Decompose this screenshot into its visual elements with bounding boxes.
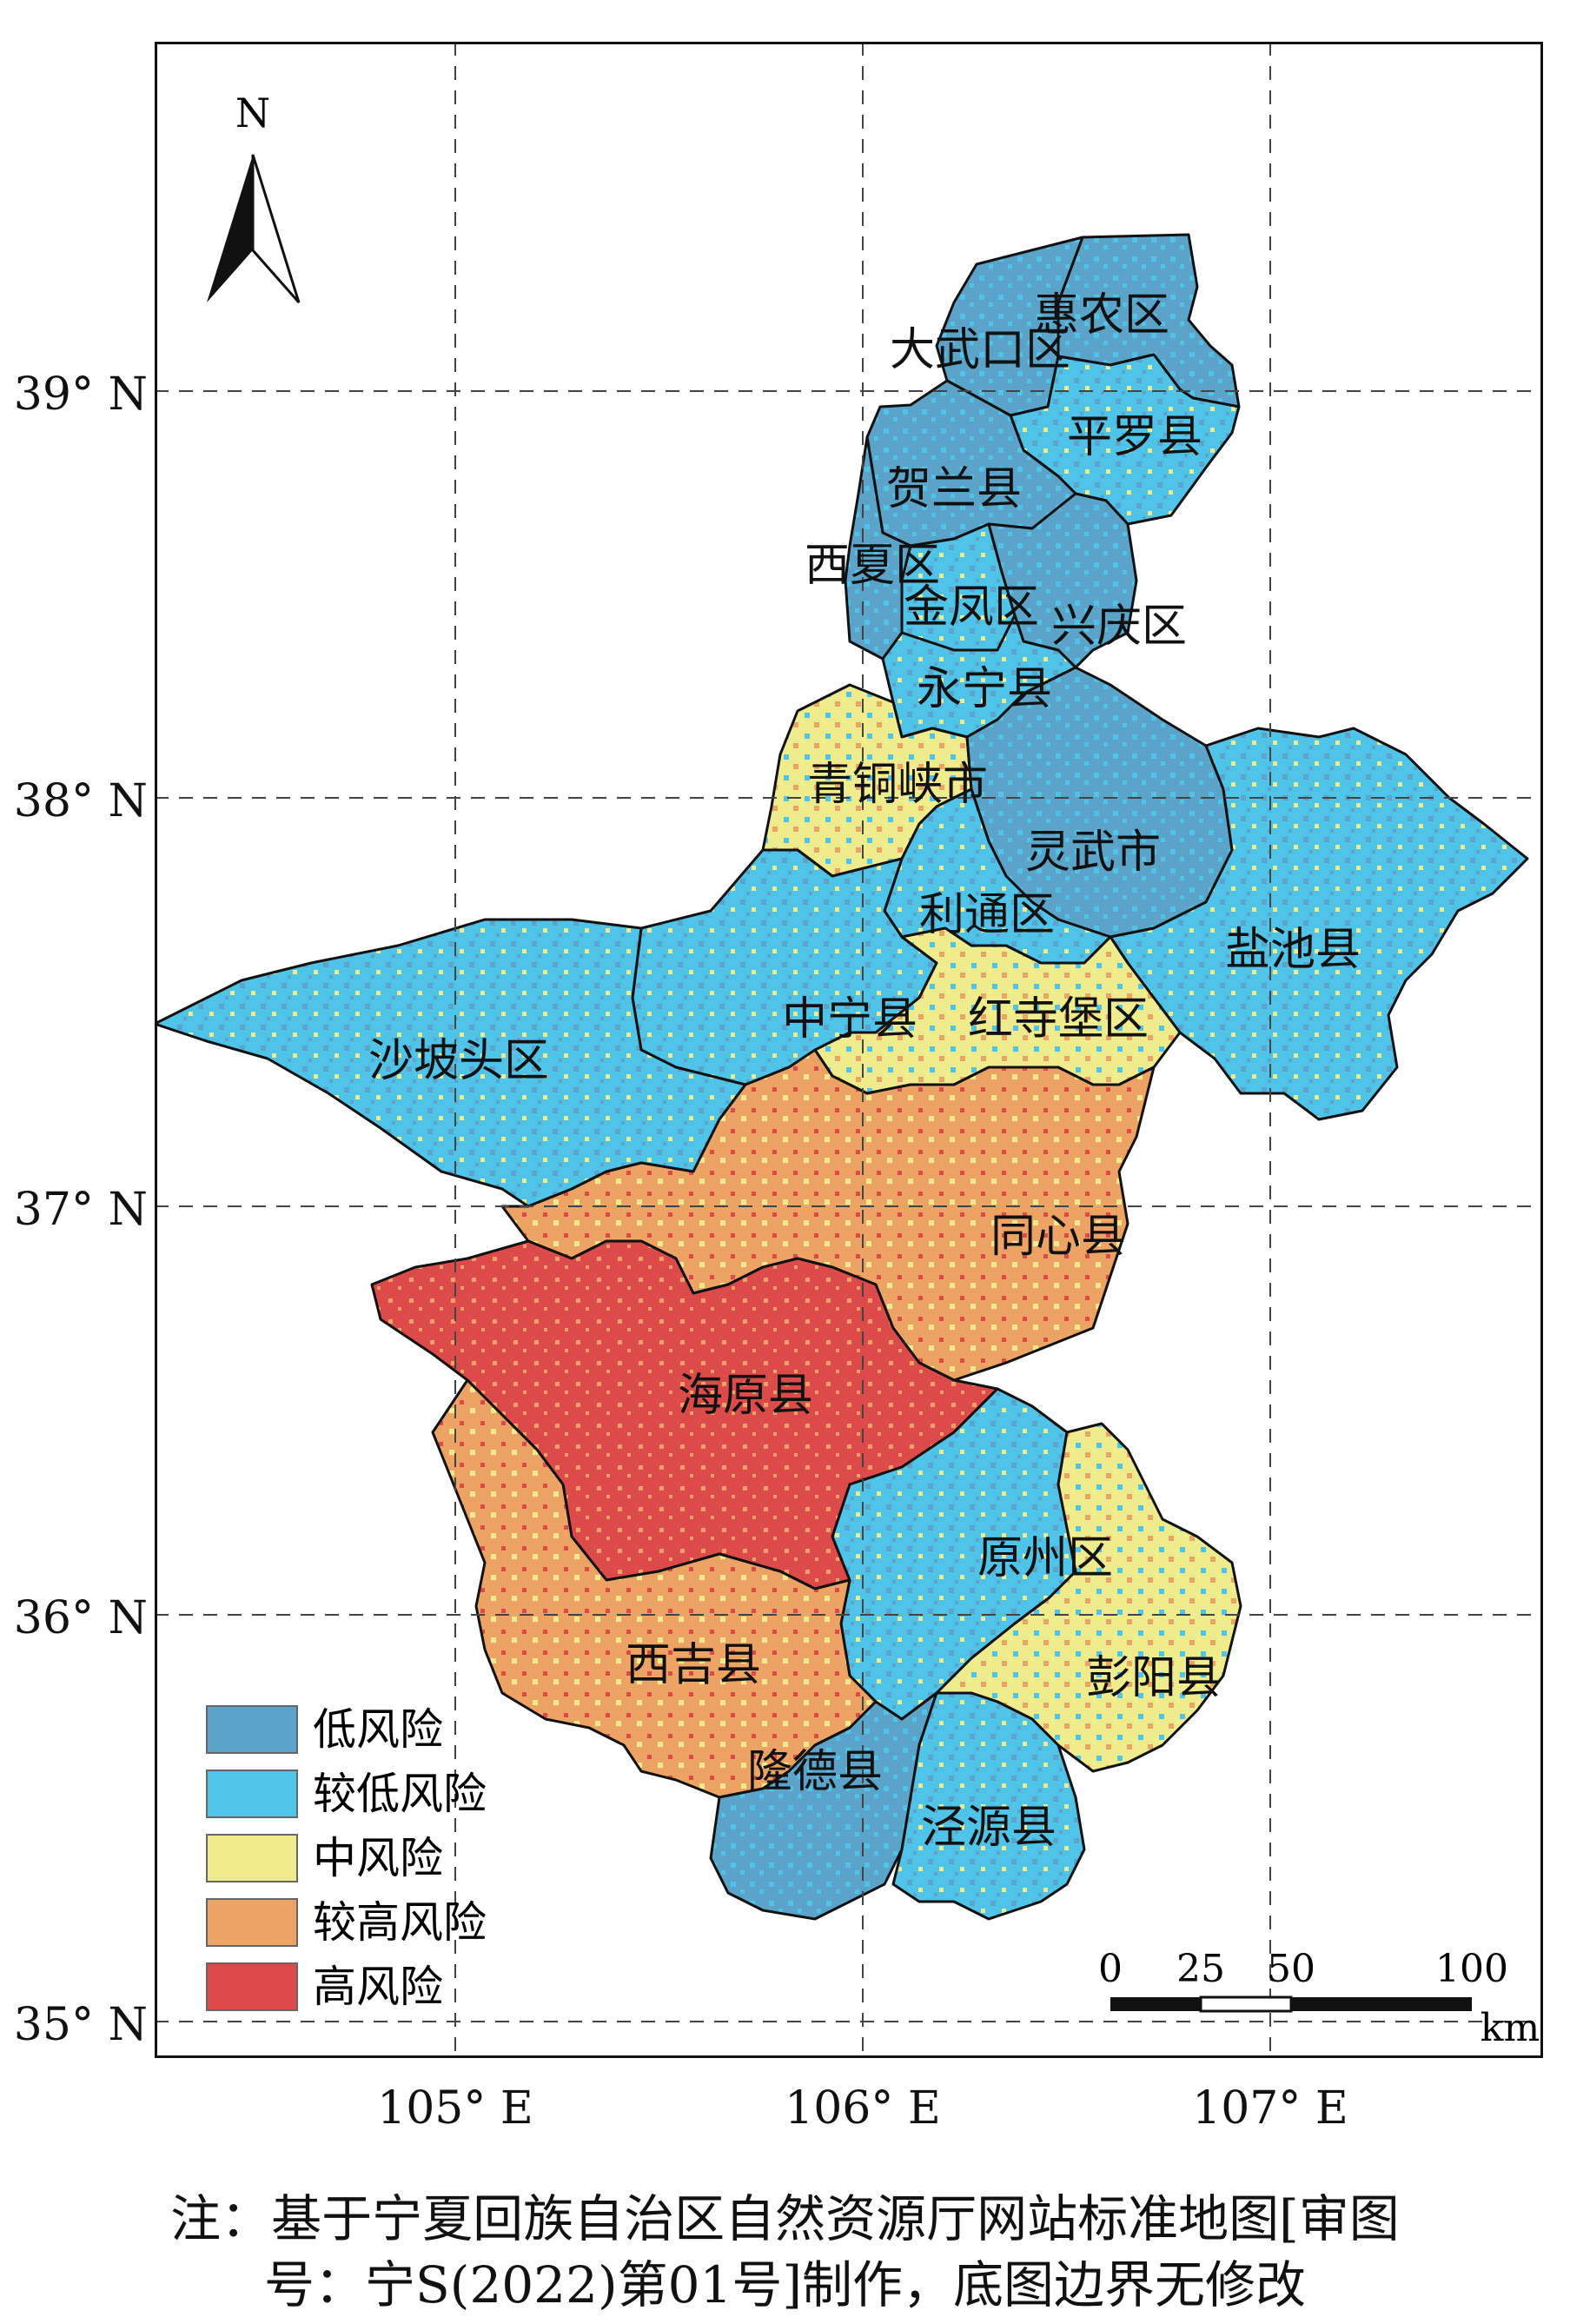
district-label: 惠农区 xyxy=(1034,289,1169,342)
note-line-1: 注：基于宁夏回族自治区自然资源厅网站标准地图[审图 xyxy=(170,2189,1400,2248)
legend-swatch-higher xyxy=(206,1898,298,1947)
scale-tick-0: 0 xyxy=(1098,1947,1123,1991)
district-label: 平罗县 xyxy=(1067,411,1202,463)
lon-label-107: 107° E xyxy=(1192,2082,1348,2135)
lon-label-105: 105° E xyxy=(377,2082,533,2135)
district-label: 隆德县 xyxy=(747,1746,883,1798)
graticule xyxy=(155,42,1543,2058)
district-label: 兴庆区 xyxy=(1051,601,1187,653)
map-note: 注：基于宁夏回族自治区自然资源厅网站标准地图[审图 号：宁S(2022)第01号… xyxy=(0,2186,1570,2318)
district-label: 海原县 xyxy=(678,1370,813,1422)
district-label: 沙坡头区 xyxy=(368,1035,549,1087)
north-arrow-icon: N xyxy=(207,90,301,303)
lat-label-36: 36° N xyxy=(13,1592,148,1644)
district-label: 中宁县 xyxy=(782,993,917,1046)
legend-swatch-high xyxy=(206,1962,298,2011)
legend-label-medium: 中风险 xyxy=(313,1833,443,1883)
legend-swatch-lower xyxy=(206,1770,298,1818)
district-label: 盐池县 xyxy=(1225,924,1361,976)
district-label: 永宁县 xyxy=(917,663,1052,715)
district-label: 红寺堡区 xyxy=(968,993,1149,1046)
scale-tick-100: 100 xyxy=(1435,1947,1508,1991)
district-label: 金凤区 xyxy=(904,581,1039,634)
district-label: 西吉县 xyxy=(626,1639,761,1691)
lat-label-37: 37° N xyxy=(13,1184,148,1236)
legend-label-higher: 较高风险 xyxy=(313,1897,487,1948)
map-border xyxy=(155,42,1543,2058)
legend-label-low: 低风险 xyxy=(313,1704,443,1755)
district-label: 灵武市 xyxy=(1025,827,1161,879)
scale-tick-25: 25 xyxy=(1176,1947,1225,1991)
district-label: 原州区 xyxy=(977,1532,1113,1584)
legend-swatch-medium xyxy=(206,1834,298,1882)
lat-label-35: 35° N xyxy=(13,1999,148,2051)
lat-label-39: 39° N xyxy=(13,369,148,421)
district-label: 同心县 xyxy=(990,1211,1126,1263)
legend-swatch-low xyxy=(206,1705,298,1754)
district-label: 青铜峡市 xyxy=(807,759,988,811)
scale-unit: km xyxy=(1481,2006,1540,2050)
legend-label-high: 高风险 xyxy=(313,1962,443,2012)
district-label: 大武口区 xyxy=(890,324,1070,376)
north-arrow-label: N xyxy=(235,90,270,136)
district-pengyang xyxy=(935,1422,1242,1773)
lon-label-106: 106° E xyxy=(785,2082,941,2135)
map-frame: 惠农区 大武口区平罗县 贺兰县西夏区 金凤区 兴庆区永宁县青铜峡市 灵武市盐池县 利通区 中宁… xyxy=(153,42,1543,2058)
district-yanchi xyxy=(1109,727,1529,1121)
district-label: 西夏区 xyxy=(805,540,940,592)
lat-label-38: 38° N xyxy=(13,775,148,827)
district-label: 彭阳县 xyxy=(1086,1652,1222,1704)
district-jingyuan xyxy=(891,1691,1086,1921)
district-label: 贺兰县 xyxy=(886,463,1022,515)
district-label: 利通区 xyxy=(919,889,1055,941)
scale-tick-50: 50 xyxy=(1267,1947,1315,1991)
district-label: 泾源县 xyxy=(921,1802,1057,1854)
note-line-2: 号：宁S(2022)第01号]制作，底图边界无修改 xyxy=(263,2255,1307,2314)
scale-bar: 0 25 50 100 km xyxy=(1098,1947,1540,2050)
legend-label-lower: 较低风险 xyxy=(313,1769,487,1819)
